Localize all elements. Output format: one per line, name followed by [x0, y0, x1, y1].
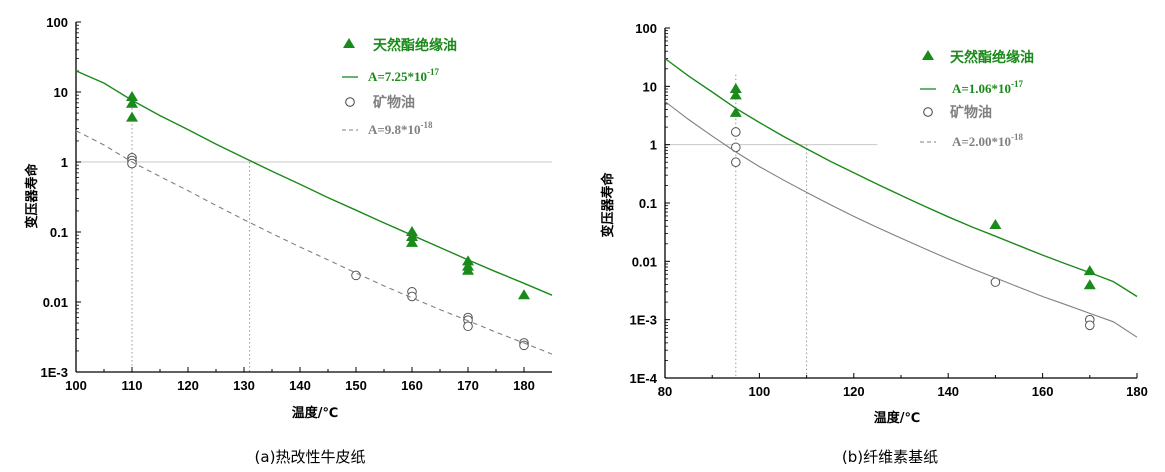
y-tick-label-a-5: 100: [46, 15, 68, 30]
x-tick-label-b-3: 140: [937, 384, 959, 399]
x-tick-label-b-2: 120: [843, 384, 865, 399]
y-tick-label-a-0: 1E-3: [41, 365, 68, 380]
x-tick-label-a-5: 150: [345, 378, 367, 393]
x-tick-label-a-6: 160: [401, 378, 423, 393]
natural-ester-point-a-8: [462, 264, 474, 275]
y-tick-label-a-3: 1: [61, 155, 68, 170]
y-tick-label-b-4: 1: [650, 138, 657, 153]
legend-b-mineral-fit-eq: A=2.00*10-18: [952, 132, 1024, 149]
mineral-oil-point-b-5: [1085, 320, 1095, 331]
fit-line-a-3: [75, 130, 553, 355]
y-tick-label-b-6: 100: [635, 21, 657, 36]
ylabel-a: 变压器寿命: [24, 163, 40, 229]
x-tick-label-b-4: 160: [1032, 384, 1054, 399]
x-tick-label-a-8: 180: [513, 378, 535, 393]
mineral-oil-point-a-2: [127, 158, 137, 169]
legend-b-mineral-marker: [923, 107, 933, 117]
legend-a-natural-marker: [343, 38, 355, 48]
mineral-oil-point-a-8: [463, 321, 473, 332]
x-tick-label-a-1: 110: [122, 378, 143, 393]
legend-a-mineral-fit-eq: A=9.8*10-18: [368, 120, 433, 137]
mineral-oil-point-b-2: [731, 157, 741, 168]
x-tick-label-a-4: 140: [289, 378, 311, 393]
x-tick-label-a-3: 130: [233, 378, 255, 393]
natural-ester-point-a-5: [406, 236, 418, 247]
legend-a-mineral-label: 矿物油: [373, 94, 415, 111]
y-tick-label-a-1: 0.01: [43, 295, 68, 310]
legend-b-natural-fit-eq: A=1.06*10-17: [952, 79, 1024, 96]
y-tick-label-b-3: 0.1: [639, 196, 657, 211]
x-tick-label-b-5: 180: [1126, 384, 1148, 399]
mineral-oil-point-b-0: [731, 127, 741, 137]
natural-ester-point-a-9: [518, 289, 530, 300]
mineral-oil-point-a-10: [519, 340, 529, 351]
x-tick-label-b-0: 80: [658, 384, 672, 399]
xlabel-b: 温度/℃: [874, 410, 921, 426]
legend-b-natural-marker: [922, 50, 934, 60]
fit-line-b-3: [664, 101, 1138, 338]
fit-line-b-1: [664, 57, 1138, 298]
natural-ester-point-b-0: [729, 83, 742, 94]
legend-a-natural-label: 天然酯绝缘油: [373, 37, 457, 54]
y-tick-label-b-1: 1E-3: [630, 313, 657, 328]
xlabel-a: 温度/℃: [292, 405, 339, 421]
x-tick-label-a-2: 120: [177, 378, 199, 393]
natural-ester-point-b-4: [1083, 265, 1096, 276]
x-tick-label-a-0: 100: [65, 378, 87, 393]
x-tick-label-b-1: 100: [749, 384, 771, 399]
legend-b: 天然酯绝缘油 A=1.06*10-17 矿物油 A=2.00*10-18: [920, 49, 1034, 149]
natural-ester-point-b-3: [989, 218, 1002, 229]
fit-line-a-1: [75, 70, 553, 296]
natural-ester-point-b-2: [729, 106, 742, 117]
legend-b-natural-label: 天然酯绝缘油: [950, 49, 1034, 66]
natural-ester-point-a-2: [126, 111, 138, 122]
y-tick-label-a-2: 0.1: [50, 225, 68, 240]
legend-a-mineral-marker: [345, 97, 355, 107]
caption-b: (b)纤维素基纸: [842, 448, 938, 466]
natural-ester-point-b-5: [1083, 279, 1096, 290]
y-tick-label-b-2: 0.01: [632, 254, 657, 269]
natural-ester-point-b-1: [729, 89, 742, 100]
legend-a: 天然酯绝缘油 A=7.25*10-17 矿物油 A=9.8*10-18: [342, 37, 457, 137]
caption-a: (a)热改性牛皮纸: [255, 448, 366, 466]
mineral-oil-point-a-3: [351, 270, 361, 281]
legend-a-natural-fit-eq: A=7.25*10-17: [368, 67, 440, 84]
y-tick-label-a-4: 10: [54, 85, 68, 100]
natural-ester-point-a-1: [126, 97, 138, 108]
legend-b-mineral-label: 矿物油: [950, 104, 992, 121]
x-tick-label-a-7: 170: [457, 378, 479, 393]
y-tick-label-b-0: 1E-4: [630, 371, 658, 386]
ylabel-b: 变压器寿命: [600, 172, 616, 238]
y-tick-label-b-5: 10: [643, 79, 657, 94]
